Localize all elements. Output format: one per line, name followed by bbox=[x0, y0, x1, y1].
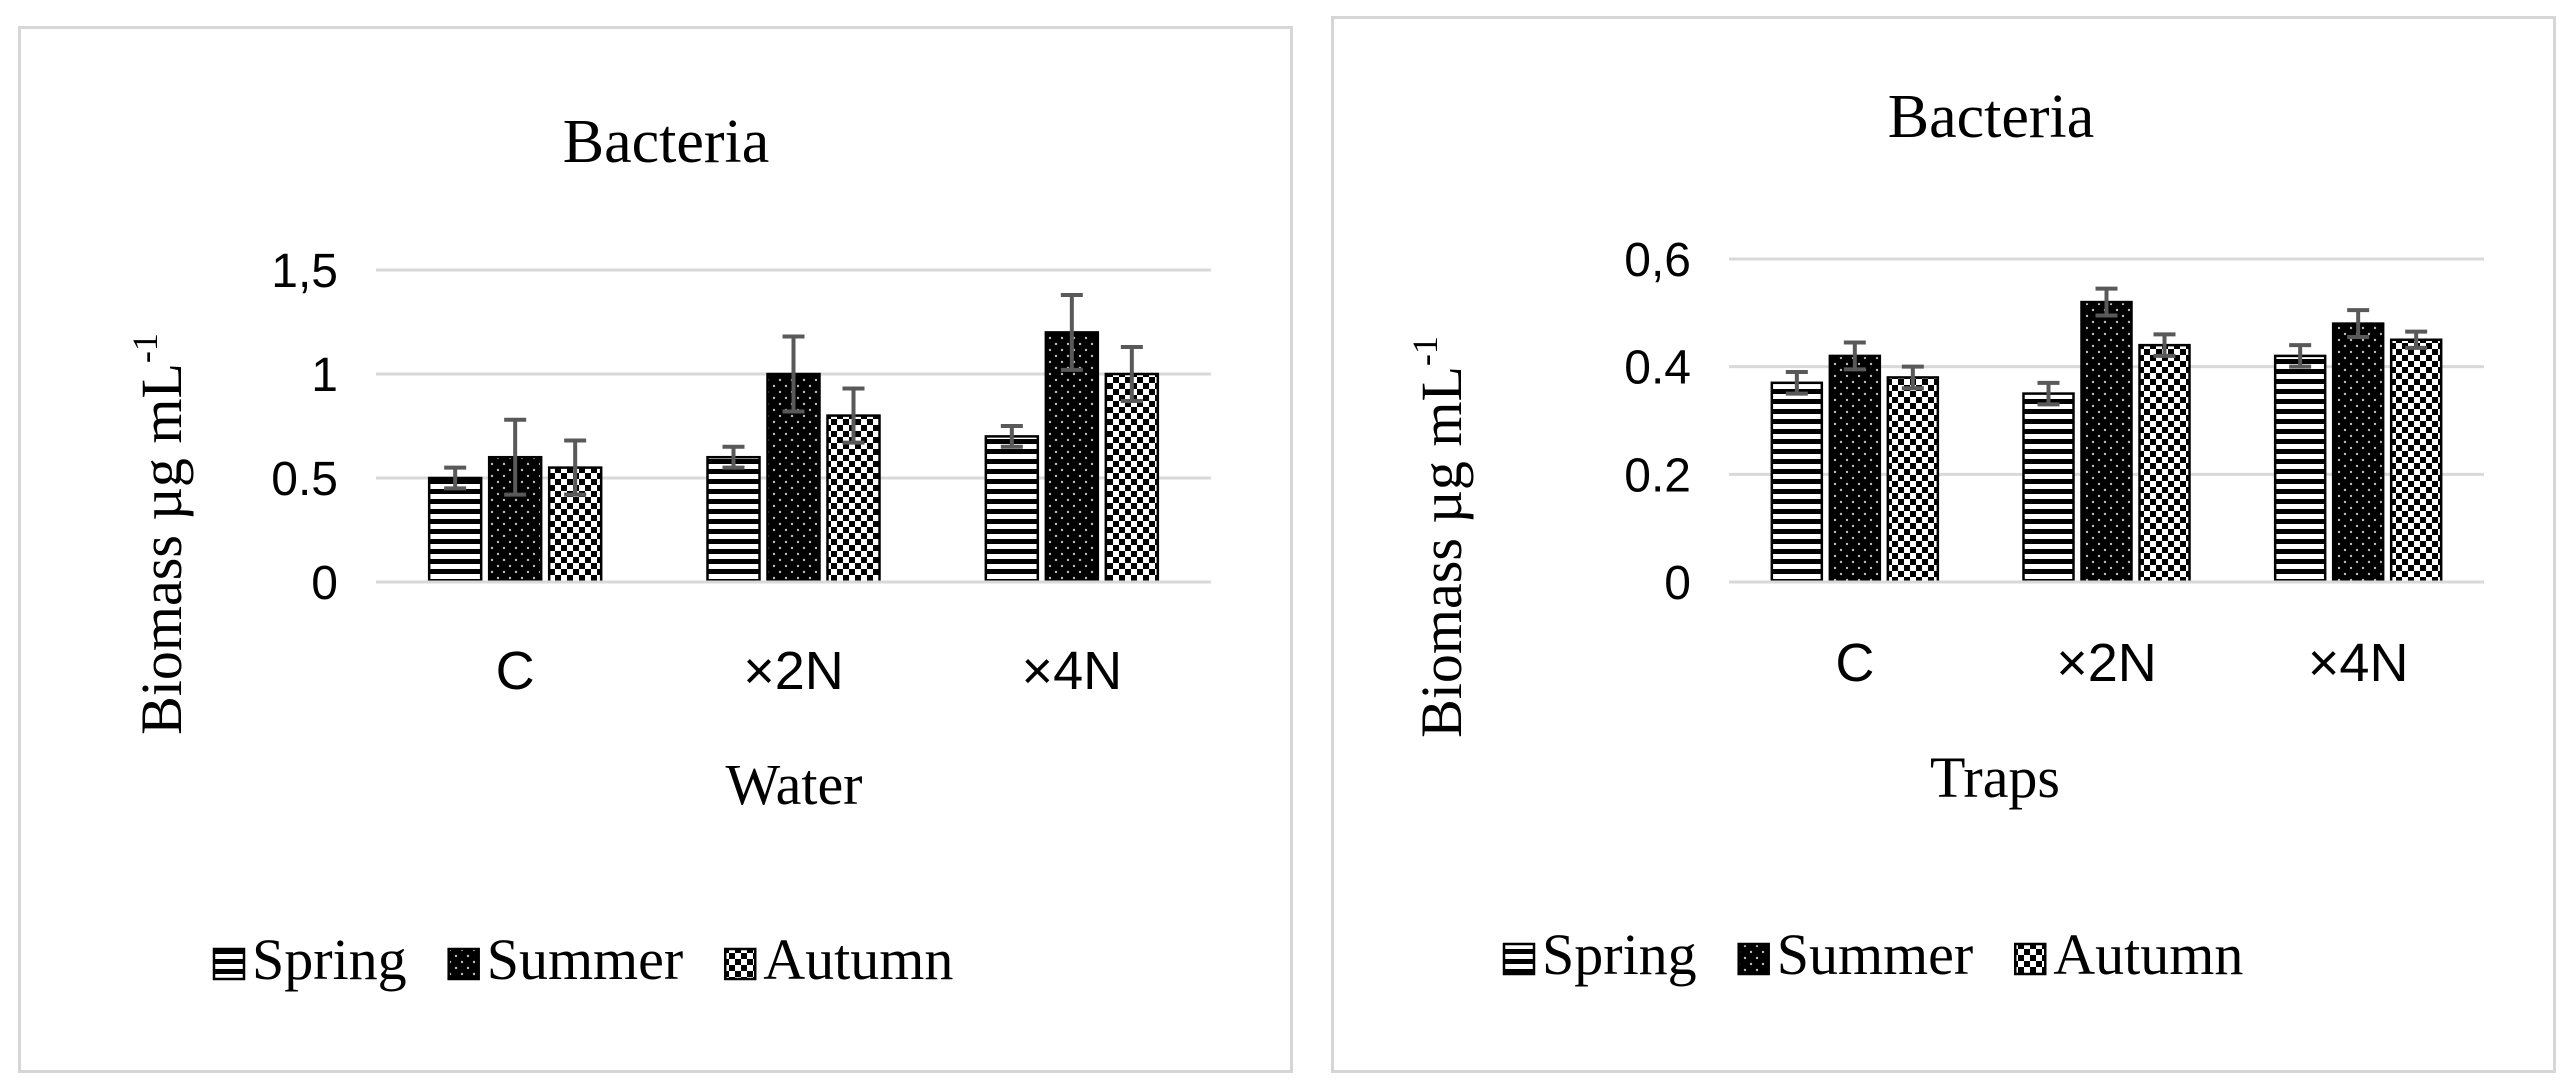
error-bar-summer-2 bbox=[2347, 308, 2370, 340]
legend-label: Autumn bbox=[2053, 922, 2243, 987]
error-bar-autumn-1 bbox=[842, 386, 865, 445]
legend-swatch bbox=[723, 947, 757, 981]
bar-spring-0 bbox=[427, 476, 483, 584]
legend-label: Summer bbox=[1777, 922, 1974, 987]
bar-spring-2 bbox=[2273, 354, 2327, 584]
y-tick-label: 1,5 bbox=[271, 245, 338, 298]
legend-label: Spring bbox=[1542, 922, 1697, 987]
y-tick-label: 1 bbox=[311, 349, 338, 402]
bar-autumn-1 bbox=[2138, 343, 2191, 584]
legend-item-spring: Spring bbox=[1502, 922, 1697, 987]
legend-swatch bbox=[1737, 942, 1770, 976]
chart-traps-svg: Bacteria 0 0.2 0.4 0,6 Biomass µg mL-1 C ×2N ×4N… bbox=[1405, 83, 2484, 987]
error-bar-summer-0 bbox=[1843, 340, 1866, 372]
error-bar-autumn-0 bbox=[564, 438, 587, 497]
legend-swatch bbox=[212, 947, 246, 981]
chart-title: Bacteria bbox=[563, 108, 770, 176]
bar-spring-1 bbox=[706, 455, 761, 584]
error-bar-autumn-1 bbox=[2153, 332, 2176, 358]
x-category-label: ×4N bbox=[1022, 641, 1123, 701]
legend-item-autumn: Autumn bbox=[723, 927, 953, 992]
bar-spring-2 bbox=[984, 435, 1040, 584]
error-bar-autumn-2 bbox=[2405, 329, 2428, 350]
y-tick-label: 0.2 bbox=[1624, 449, 1691, 502]
chart-title: Bacteria bbox=[1888, 83, 2095, 151]
y-tick-label: 0.5 bbox=[271, 453, 338, 506]
legend-item-spring: Spring bbox=[212, 927, 407, 992]
chart-water-svg: Bacteria 0 0.5 1 1,5 Biomass µg mL-1 C ×2N ×4N Wa… bbox=[125, 108, 1211, 992]
legend-item-summer: Summer bbox=[447, 927, 684, 992]
error-bar-summer-2 bbox=[1060, 292, 1083, 372]
bar-summer-0 bbox=[487, 455, 543, 584]
x-category-label: ×4N bbox=[2308, 633, 2409, 693]
y-tick-label: 0.4 bbox=[1624, 342, 1691, 395]
error-bar-autumn-2 bbox=[1120, 344, 1143, 404]
bar-autumn-2 bbox=[2389, 338, 2443, 584]
error-bar-spring-2 bbox=[1000, 424, 1023, 449]
x-category-label: ×2N bbox=[743, 641, 844, 701]
x-category-label: ×2N bbox=[2056, 633, 2157, 693]
x-axis-label: Traps bbox=[1930, 745, 2060, 810]
bar-autumn-0 bbox=[1886, 376, 1940, 584]
chart-panel-water: Bacteria 0 0.5 1 1,5 Biomass µg mL-1 C ×2N ×4N Wa… bbox=[18, 26, 1293, 1073]
legend-item-summer: Summer bbox=[1737, 922, 1974, 987]
bar-summer-0 bbox=[1828, 354, 1882, 584]
y-axis-label: Biomass µg mL-1 bbox=[125, 333, 194, 735]
error-bar-autumn-0 bbox=[1901, 364, 1924, 391]
y-tick-label: 0,6 bbox=[1624, 234, 1691, 287]
bar-summer-1 bbox=[2080, 300, 2133, 584]
y-tick-label: 0 bbox=[1664, 557, 1691, 610]
legend-swatch bbox=[2013, 942, 2047, 976]
error-bar-spring-0 bbox=[444, 465, 467, 491]
legend-label: Summer bbox=[487, 927, 684, 992]
error-bar-spring-1 bbox=[2037, 380, 2060, 407]
error-bar-spring-0 bbox=[1785, 370, 1808, 396]
bar-summer-2 bbox=[2331, 322, 2385, 584]
legend-label: Autumn bbox=[763, 927, 953, 992]
chart-panel-traps: Bacteria 0 0.2 0.4 0,6 Biomass µg mL-1 C ×2N ×4N… bbox=[1331, 16, 2556, 1073]
y-tick-label: 0 bbox=[311, 557, 338, 610]
error-bar-spring-2 bbox=[2289, 343, 2312, 369]
error-bar-summer-1 bbox=[782, 334, 805, 414]
y-axis-label: Biomass µg mL-1 bbox=[1405, 336, 1474, 738]
legend-item-autumn: Autumn bbox=[2013, 922, 2243, 987]
error-bar-spring-1 bbox=[722, 444, 745, 470]
error-bar-summer-0 bbox=[504, 417, 527, 497]
legend-swatch bbox=[1502, 942, 1536, 976]
legend-label: Spring bbox=[252, 927, 407, 992]
x-category-label: C bbox=[496, 641, 535, 701]
error-bar-summer-1 bbox=[2095, 286, 2118, 318]
bar-spring-1 bbox=[2022, 392, 2075, 584]
bar-summer-2 bbox=[1044, 331, 1100, 584]
x-category-label: C bbox=[1835, 633, 1874, 693]
legend-swatch bbox=[447, 947, 480, 981]
bar-spring-0 bbox=[1770, 381, 1824, 584]
bar-autumn-2 bbox=[1104, 372, 1160, 584]
x-axis-label: Water bbox=[725, 752, 862, 817]
